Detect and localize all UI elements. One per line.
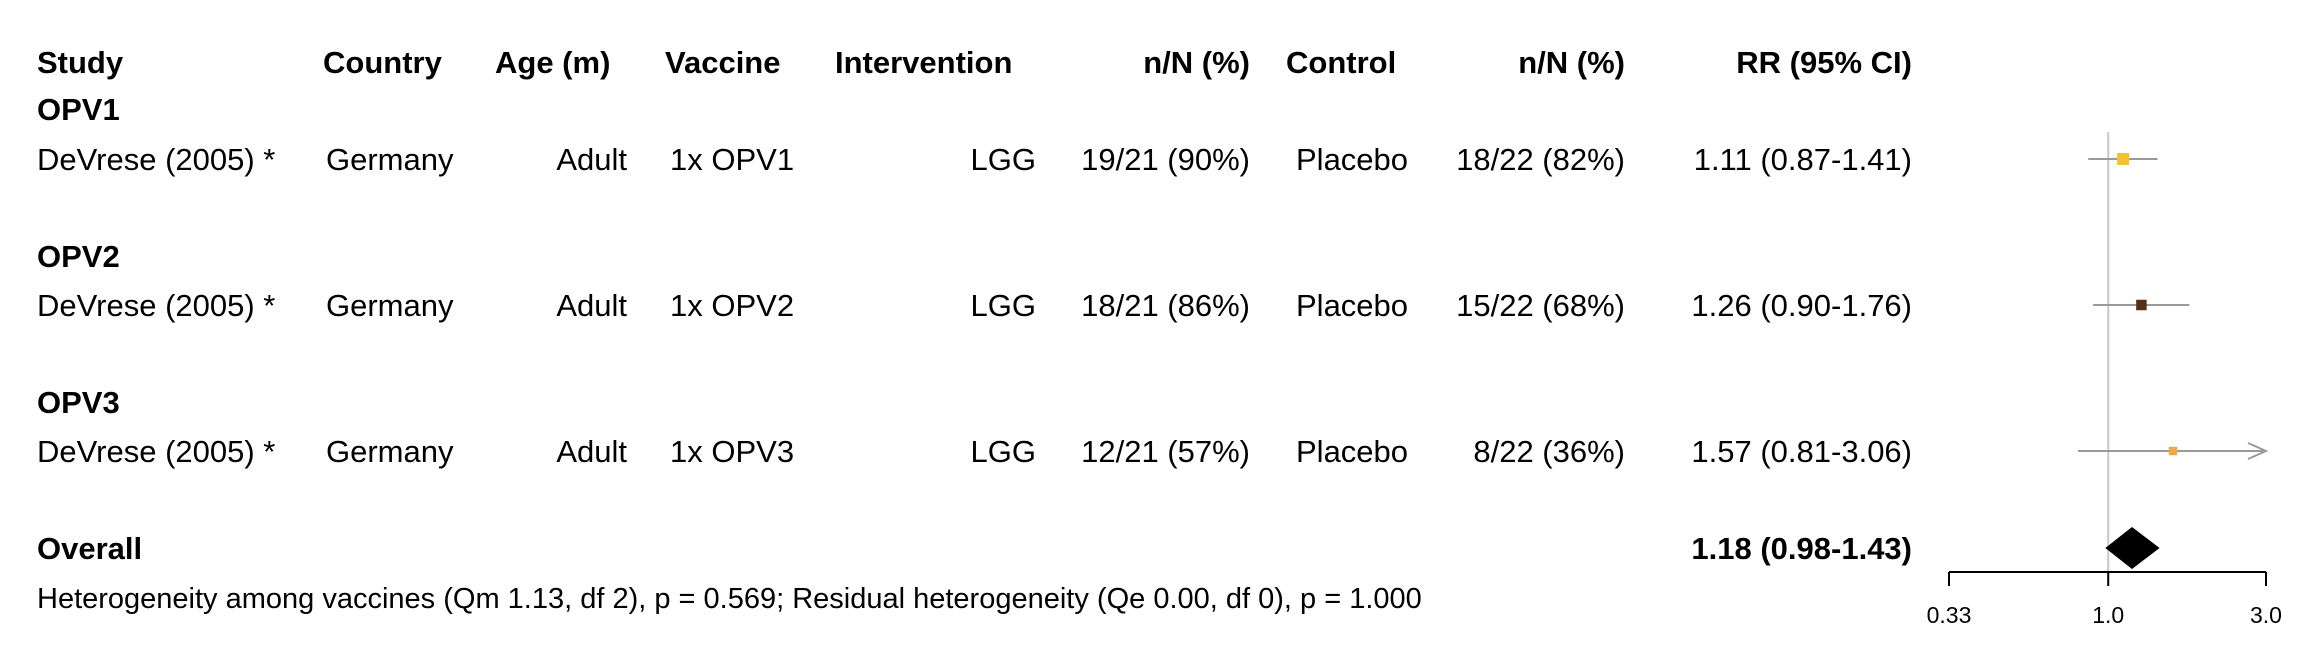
- tick-label: 1.0: [2092, 602, 2124, 628]
- overall-label: Overall: [37, 531, 143, 566]
- header-intervention: Intervention: [835, 45, 1013, 80]
- point-estimate: [2136, 299, 2147, 311]
- group-label: OPV2: [37, 239, 120, 274]
- header-study: Study: [37, 45, 124, 80]
- vaccine-value: 1x OPV3: [670, 434, 795, 469]
- intervention-nn-value: 18/21 (86%): [1081, 288, 1250, 323]
- intervention-value: LGG: [970, 434, 1036, 469]
- header-intervention-nn: n/N (%): [1143, 45, 1250, 80]
- rr-value: 1.26 (0.90-1.76): [1691, 288, 1912, 323]
- header-country: Country: [323, 45, 442, 80]
- control-nn-value: 18/22 (82%): [1456, 142, 1625, 177]
- tick-label: 0.33: [1927, 602, 1972, 628]
- vaccine-value: 1x OPV1: [670, 142, 795, 177]
- group-label: OPV3: [37, 385, 120, 420]
- study-name: DeVrese (2005) *: [37, 288, 276, 323]
- rr-value: 1.11 (0.87-1.41): [1693, 142, 1912, 177]
- header-rr: RR (95% CI): [1736, 45, 1912, 80]
- summary-diamond: [2105, 527, 2160, 569]
- intervention-nn-value: 12/21 (57%): [1081, 434, 1250, 469]
- control-value: Placebo: [1296, 288, 1409, 323]
- vaccine-value: 1x OPV2: [670, 288, 795, 323]
- header-vaccine: Vaccine: [665, 45, 781, 80]
- control-value: Placebo: [1296, 142, 1409, 177]
- rr-value: 1.57 (0.81-3.06): [1691, 434, 1912, 469]
- header-age: Age (m): [495, 45, 611, 80]
- intervention-nn-value: 19/21 (90%): [1081, 142, 1250, 177]
- point-estimate: [2117, 153, 2130, 165]
- country-value: Germany: [326, 434, 454, 469]
- overall-rr-value: 1.18 (0.98-1.43): [1691, 531, 1912, 566]
- age-value: Adult: [556, 142, 627, 177]
- intervention-value: LGG: [970, 288, 1036, 323]
- study-name: DeVrese (2005) *: [37, 142, 276, 177]
- age-value: Adult: [556, 288, 627, 323]
- group-label: OPV1: [37, 92, 120, 127]
- control-value: Placebo: [1296, 434, 1409, 469]
- age-value: Adult: [556, 434, 627, 469]
- point-estimate: [2168, 446, 2178, 456]
- ci-arrow: [2247, 442, 2269, 460]
- header-control-nn: n/N (%): [1518, 45, 1625, 80]
- control-nn-value: 8/22 (36%): [1473, 434, 1625, 469]
- study-name: DeVrese (2005) *: [37, 434, 276, 469]
- country-value: Germany: [326, 142, 454, 177]
- intervention-value: LGG: [970, 142, 1036, 177]
- control-nn-value: 15/22 (68%): [1456, 288, 1625, 323]
- heterogeneity-note: Heterogeneity among vaccines (Qm 1.13, d…: [37, 583, 1422, 615]
- country-value: Germany: [326, 288, 454, 323]
- tick-label: 3.0: [2250, 602, 2282, 628]
- header-control: Control: [1286, 45, 1397, 80]
